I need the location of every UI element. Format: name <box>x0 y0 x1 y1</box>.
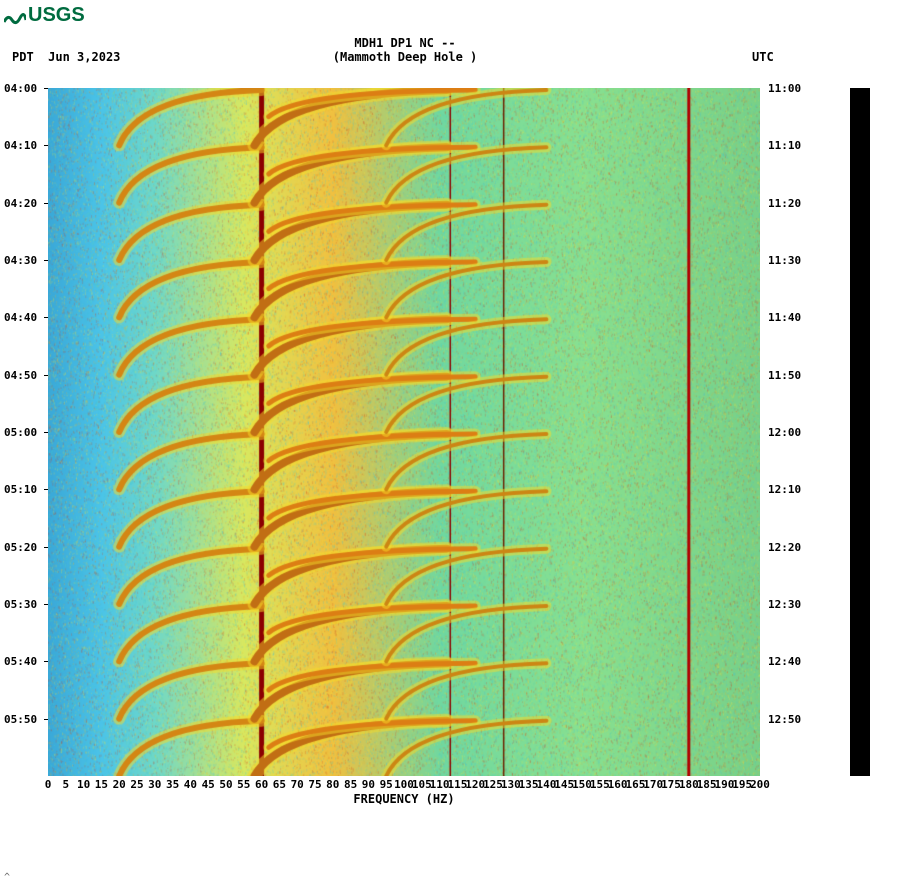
x-tick-label: 25 <box>130 778 143 791</box>
x-tick-label: 75 <box>308 778 321 791</box>
x-tick-label: 15 <box>95 778 108 791</box>
left-tz: PDT <box>12 50 34 64</box>
header-right: UTC <box>752 50 774 64</box>
x-tick-label: 80 <box>326 778 339 791</box>
x-tick-label: 65 <box>273 778 286 791</box>
logo-wave-icon <box>4 9 26 23</box>
x-tick-label: 90 <box>362 778 375 791</box>
y-right-label: 12:30 <box>768 598 801 611</box>
spectrogram-canvas <box>48 88 760 776</box>
x-tick-label: 95 <box>380 778 393 791</box>
header-left: PDT Jun 3,2023 <box>12 50 120 64</box>
header-date: Jun 3,2023 <box>48 50 120 64</box>
y-right-label: 11:10 <box>768 139 801 152</box>
caret-mark: ^ <box>4 872 10 883</box>
y-left-label: 04:20 <box>4 197 37 210</box>
x-axis-title: FREQUENCY (HZ) <box>48 792 760 806</box>
x-tick-label: 30 <box>148 778 161 791</box>
title-line2: (Mammoth Deep Hole ) <box>0 50 810 64</box>
y-left-label: 04:00 <box>4 82 37 95</box>
y-right-label: 12:00 <box>768 426 801 439</box>
y-right-label: 12:50 <box>768 713 801 726</box>
x-tick-label: 60 <box>255 778 268 791</box>
y-left-label: 05:00 <box>4 426 37 439</box>
colorbar <box>850 88 870 776</box>
y-left-label: 05:40 <box>4 655 37 668</box>
title-line1: MDH1 DP1 NC -- <box>0 36 810 50</box>
y-left-label: 04:10 <box>4 139 37 152</box>
y-right-label: 12:20 <box>768 541 801 554</box>
usgs-logo: USGS <box>4 4 85 27</box>
y-right-label: 11:50 <box>768 369 801 382</box>
y-left-label: 04:50 <box>4 369 37 382</box>
x-tick-label: 35 <box>166 778 179 791</box>
y-right-label: 11:40 <box>768 311 801 324</box>
x-tick-label: 45 <box>202 778 215 791</box>
y-right-label: 11:20 <box>768 197 801 210</box>
x-tick-label: 0 <box>45 778 52 791</box>
spectrogram-plot <box>48 88 760 776</box>
chart-title: MDH1 DP1 NC -- (Mammoth Deep Hole ) <box>0 36 810 65</box>
x-tick-label: 5 <box>62 778 69 791</box>
x-tick-label: 55 <box>237 778 250 791</box>
y-right-label: 12:10 <box>768 483 801 496</box>
y-left-label: 05:30 <box>4 598 37 611</box>
y-left-label: 05:20 <box>4 541 37 554</box>
x-tick-label: 85 <box>344 778 357 791</box>
y-right-label: 11:00 <box>768 82 801 95</box>
y-left-label: 05:50 <box>4 713 37 726</box>
y-right-label: 11:30 <box>768 254 801 267</box>
y-left-label: 04:30 <box>4 254 37 267</box>
x-tick-label: 200 <box>750 778 770 791</box>
x-tick-label: 20 <box>113 778 126 791</box>
x-tick-label: 70 <box>291 778 304 791</box>
x-tick-label: 50 <box>219 778 232 791</box>
y-right-label: 12:40 <box>768 655 801 668</box>
y-left-label: 04:40 <box>4 311 37 324</box>
y-left-label: 05:10 <box>4 483 37 496</box>
right-tz: UTC <box>752 50 774 64</box>
x-tick-label: 40 <box>184 778 197 791</box>
x-tick-label: 10 <box>77 778 90 791</box>
logo-text: USGS <box>28 4 85 27</box>
